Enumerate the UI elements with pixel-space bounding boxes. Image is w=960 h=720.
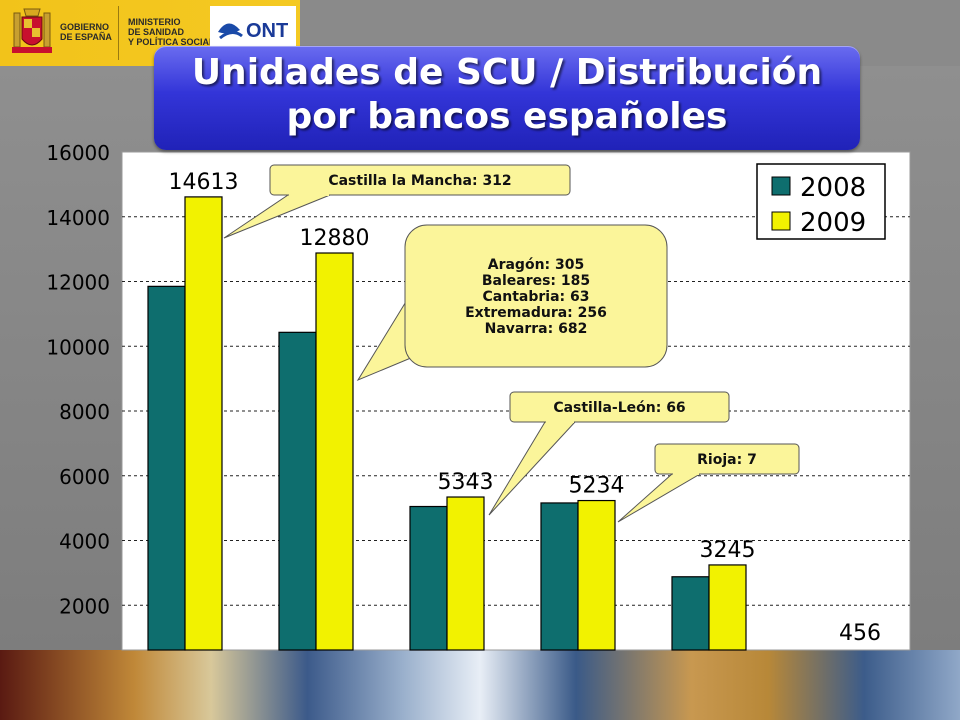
callout-text-line: Aragón: 305 — [488, 257, 585, 273]
y-tick-label: 16000 — [46, 141, 110, 165]
coat-of-arms-icon — [10, 5, 54, 59]
legend-label-2009: 2009 — [800, 208, 866, 238]
title-line-1: Unidades de SCU / Distribución — [191, 52, 823, 93]
bar-2009 — [315, 252, 354, 651]
government-line-2: DE ESPAÑA — [60, 32, 112, 42]
y-tick-label: 12000 — [46, 271, 110, 295]
footer-photo-strip — [0, 650, 960, 720]
bar-2009 — [184, 196, 223, 651]
callout-box — [269, 164, 571, 196]
callout-box — [654, 443, 800, 475]
y-tick-label: 14000 — [46, 206, 110, 230]
callout-text-line: Cantabria: 63 — [483, 289, 590, 305]
data-label: 12880 — [300, 226, 370, 251]
ministry-line-2: DE SANIDAD — [128, 27, 185, 37]
callout-seam — [407, 299, 430, 351]
y-tick-label: 10000 — [46, 335, 110, 359]
header-divider — [118, 6, 119, 60]
y-tick-label: 8000 — [59, 400, 110, 424]
bar-2009 — [708, 564, 747, 651]
data-label: 3245 — [700, 538, 756, 563]
callout-text-line: Castilla la Mancha: 312 — [328, 173, 511, 189]
government-label: GOBIERNO DE ESPAÑA — [60, 22, 112, 42]
data-label: 14613 — [169, 170, 239, 195]
ministry-label: MINISTERIO DE SANIDAD Y POLÍTICA SOCIAL — [128, 17, 215, 47]
government-line-1: GOBIERNO — [60, 22, 110, 32]
y-tick-label: 4000 — [59, 530, 110, 554]
bar-2008 — [278, 331, 317, 651]
bar-2009 — [577, 499, 616, 651]
callout-text-line: Castilla-León: 66 — [553, 400, 685, 416]
callout-text-line: Navarra: 682 — [485, 321, 588, 337]
bar-2009 — [446, 496, 485, 651]
callout-text-line: Extremadura: 256 — [465, 305, 607, 321]
bar-2008 — [671, 576, 710, 651]
title-box: Unidades de SCU / Distribución por banco… — [154, 46, 860, 150]
legend-swatch-2008 — [771, 176, 791, 196]
callout-box — [404, 224, 668, 368]
bar-2008 — [540, 502, 579, 651]
callout-text-line: Baleares: 185 — [482, 273, 590, 289]
title-line-2: por bancos españoles — [286, 96, 728, 137]
legend-swatch-2009 — [771, 211, 791, 231]
ministry-line-1: MINISTERIO — [128, 17, 181, 27]
data-label: 5234 — [569, 474, 625, 499]
callout-text-line: Rioja: 7 — [697, 452, 757, 468]
data-label: 5343 — [438, 470, 494, 495]
ont-logo-text: ONT — [246, 20, 289, 42]
y-tick-label: 2000 — [59, 594, 110, 618]
bar-2008 — [409, 505, 448, 651]
callout-box — [509, 391, 730, 423]
data-label: 456 — [839, 621, 881, 646]
bar-2008 — [147, 285, 186, 651]
ministry-line-3: Y POLÍTICA SOCIAL — [128, 37, 215, 47]
y-tick-label: 6000 — [59, 465, 110, 489]
legend-label-2008: 2008 — [800, 173, 866, 203]
